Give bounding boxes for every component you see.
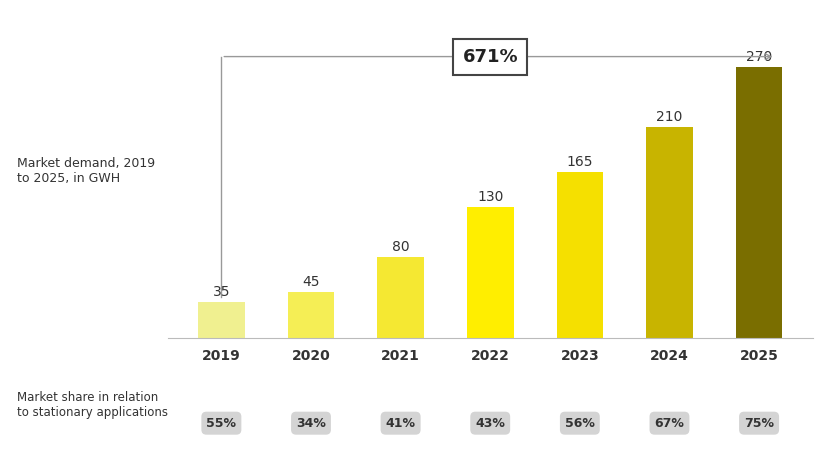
- Text: 55%: 55%: [206, 417, 236, 430]
- Text: 34%: 34%: [296, 417, 326, 430]
- Text: 75%: 75%: [744, 417, 774, 430]
- Text: 130: 130: [477, 190, 504, 204]
- Bar: [556, 172, 603, 338]
- Bar: [467, 207, 514, 338]
- Text: 270: 270: [746, 50, 772, 63]
- Text: 41%: 41%: [385, 417, 416, 430]
- Bar: [736, 67, 783, 338]
- Bar: [287, 292, 334, 338]
- Text: 165: 165: [566, 155, 593, 169]
- Text: 671%: 671%: [463, 48, 518, 66]
- Text: Market demand, 2019
to 2025, in GWH: Market demand, 2019 to 2025, in GWH: [17, 157, 155, 185]
- Text: 210: 210: [656, 110, 683, 124]
- Bar: [198, 302, 245, 338]
- Text: 56%: 56%: [565, 417, 595, 430]
- Bar: [646, 127, 693, 338]
- Text: 35: 35: [213, 285, 230, 299]
- Text: Market share in relation
to stationary applications: Market share in relation to stationary a…: [17, 391, 168, 419]
- Text: 67%: 67%: [654, 417, 685, 430]
- Text: 43%: 43%: [475, 417, 505, 430]
- Text: 45: 45: [303, 275, 320, 289]
- Bar: [377, 257, 424, 338]
- Text: 80: 80: [392, 240, 410, 254]
